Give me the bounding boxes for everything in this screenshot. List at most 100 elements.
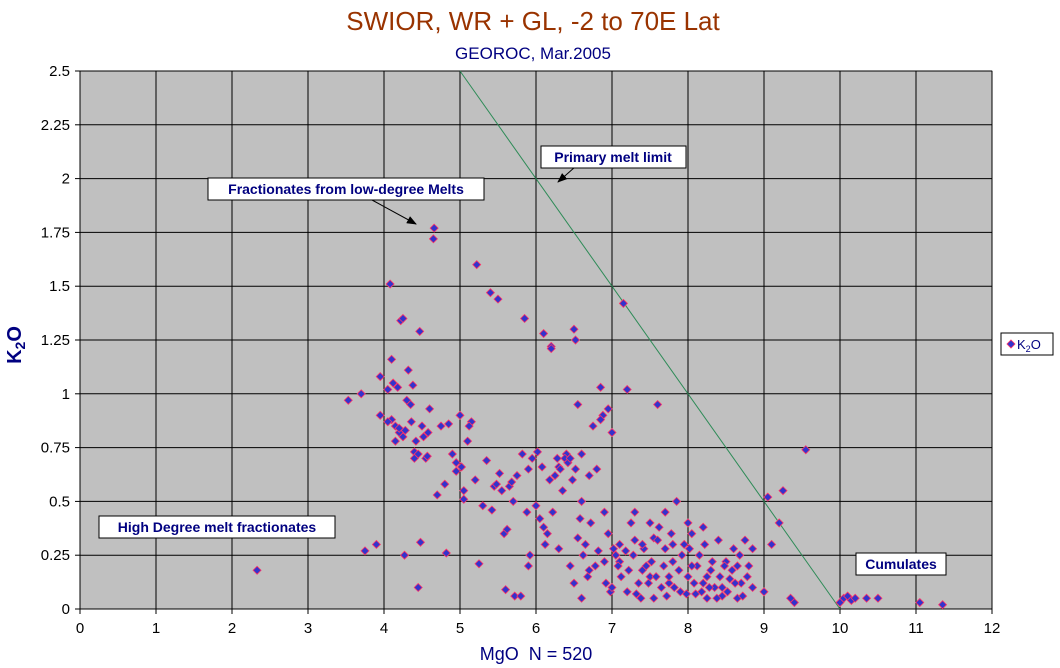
data-point [444, 419, 454, 429]
data-point [677, 550, 687, 560]
data-point [570, 464, 581, 474]
x-tick-label: 11 [908, 620, 924, 637]
data-point [736, 578, 746, 588]
data-point [628, 550, 638, 560]
data-point [554, 544, 564, 554]
data-point [622, 587, 632, 597]
x-tick-label: 3 [304, 620, 312, 637]
data-point [531, 501, 541, 511]
data-point [654, 522, 664, 532]
data-point [478, 501, 488, 511]
data-point [403, 365, 413, 375]
data-point [603, 529, 613, 539]
data-point [630, 535, 640, 545]
y-axis-label: K2O [4, 326, 28, 364]
y-tick-label: 0 [62, 601, 70, 618]
y-tick-label: 0.25 [41, 547, 70, 564]
data-point [616, 572, 626, 582]
legend-label: K2O [1017, 337, 1041, 354]
data-point [660, 507, 670, 517]
data-point [666, 529, 676, 539]
y-tick-label: 1.75 [41, 224, 70, 241]
data-point [472, 260, 482, 270]
annotation-primary-melt-limit: Primary melt limit [540, 145, 687, 169]
data-point [689, 578, 699, 588]
data-point [508, 496, 518, 506]
data-point [573, 533, 583, 543]
data-point [653, 399, 663, 410]
data-point [422, 451, 432, 461]
data-point [517, 449, 527, 459]
data-point [702, 593, 712, 603]
data-point [497, 486, 507, 496]
data-point [759, 587, 769, 597]
data-point [683, 572, 693, 582]
data-point [578, 550, 588, 560]
data-point [621, 546, 631, 556]
data-point [656, 582, 666, 593]
data-point [646, 557, 657, 567]
data-point [704, 582, 714, 593]
x-tick-label: 10 [832, 620, 849, 637]
data-point [660, 544, 670, 554]
data-point [398, 313, 408, 324]
data-point [394, 423, 404, 433]
y-tick-label: 2.25 [41, 117, 70, 134]
x-tick-label: 6 [532, 620, 540, 637]
data-point [641, 561, 651, 571]
data-point [411, 436, 421, 446]
data-point [687, 529, 697, 539]
data-point [649, 593, 659, 603]
x-axis-label: MgO N = 520 [480, 644, 593, 664]
data-point [565, 453, 575, 463]
data-point [413, 449, 423, 459]
data-point [542, 529, 552, 539]
data-point [725, 574, 735, 584]
data-point [607, 582, 617, 593]
data-point [470, 475, 480, 485]
data-point [459, 494, 469, 504]
data-point [611, 550, 621, 560]
data-point [698, 522, 708, 532]
data-point [485, 288, 495, 298]
data-point [399, 550, 410, 560]
y-tick-label: 2 [62, 171, 70, 188]
x-tick-label: 2 [228, 620, 236, 637]
data-point [402, 395, 412, 405]
data-point [601, 578, 611, 588]
data-point [687, 561, 697, 571]
data-point [565, 561, 575, 571]
primary-melt-arrow [557, 166, 576, 183]
annotation-cumulates-text: Cumulates [865, 556, 937, 572]
data-point [527, 453, 537, 463]
legend-marker-diamond-icon [1006, 339, 1016, 349]
data-point [915, 597, 925, 608]
data-point [618, 298, 628, 308]
data-point [729, 544, 739, 554]
data-point [474, 559, 484, 569]
data-point [873, 593, 883, 603]
data-point [406, 417, 416, 427]
data-point [447, 449, 457, 459]
data-point [590, 561, 600, 571]
data-point [607, 427, 617, 438]
data-point [463, 436, 473, 446]
annotation-high-degree-text: High Degree melt fractionates [118, 519, 317, 535]
data-point [343, 395, 353, 405]
data-point [653, 535, 663, 545]
data-point [700, 539, 710, 550]
data-point [608, 544, 619, 554]
series-k2o [252, 223, 948, 610]
data-point [429, 223, 439, 233]
data-point [525, 550, 535, 560]
x-tick-label: 1 [152, 620, 160, 637]
data-point [356, 389, 366, 399]
data-point [744, 561, 754, 571]
data-point [577, 496, 587, 506]
data-point [523, 561, 533, 571]
data-point [702, 572, 712, 582]
data-point [451, 458, 461, 468]
chart-subtitle: GEOROC, Mar.2005 [455, 44, 611, 63]
data-point [730, 578, 740, 588]
data-point [850, 593, 860, 603]
